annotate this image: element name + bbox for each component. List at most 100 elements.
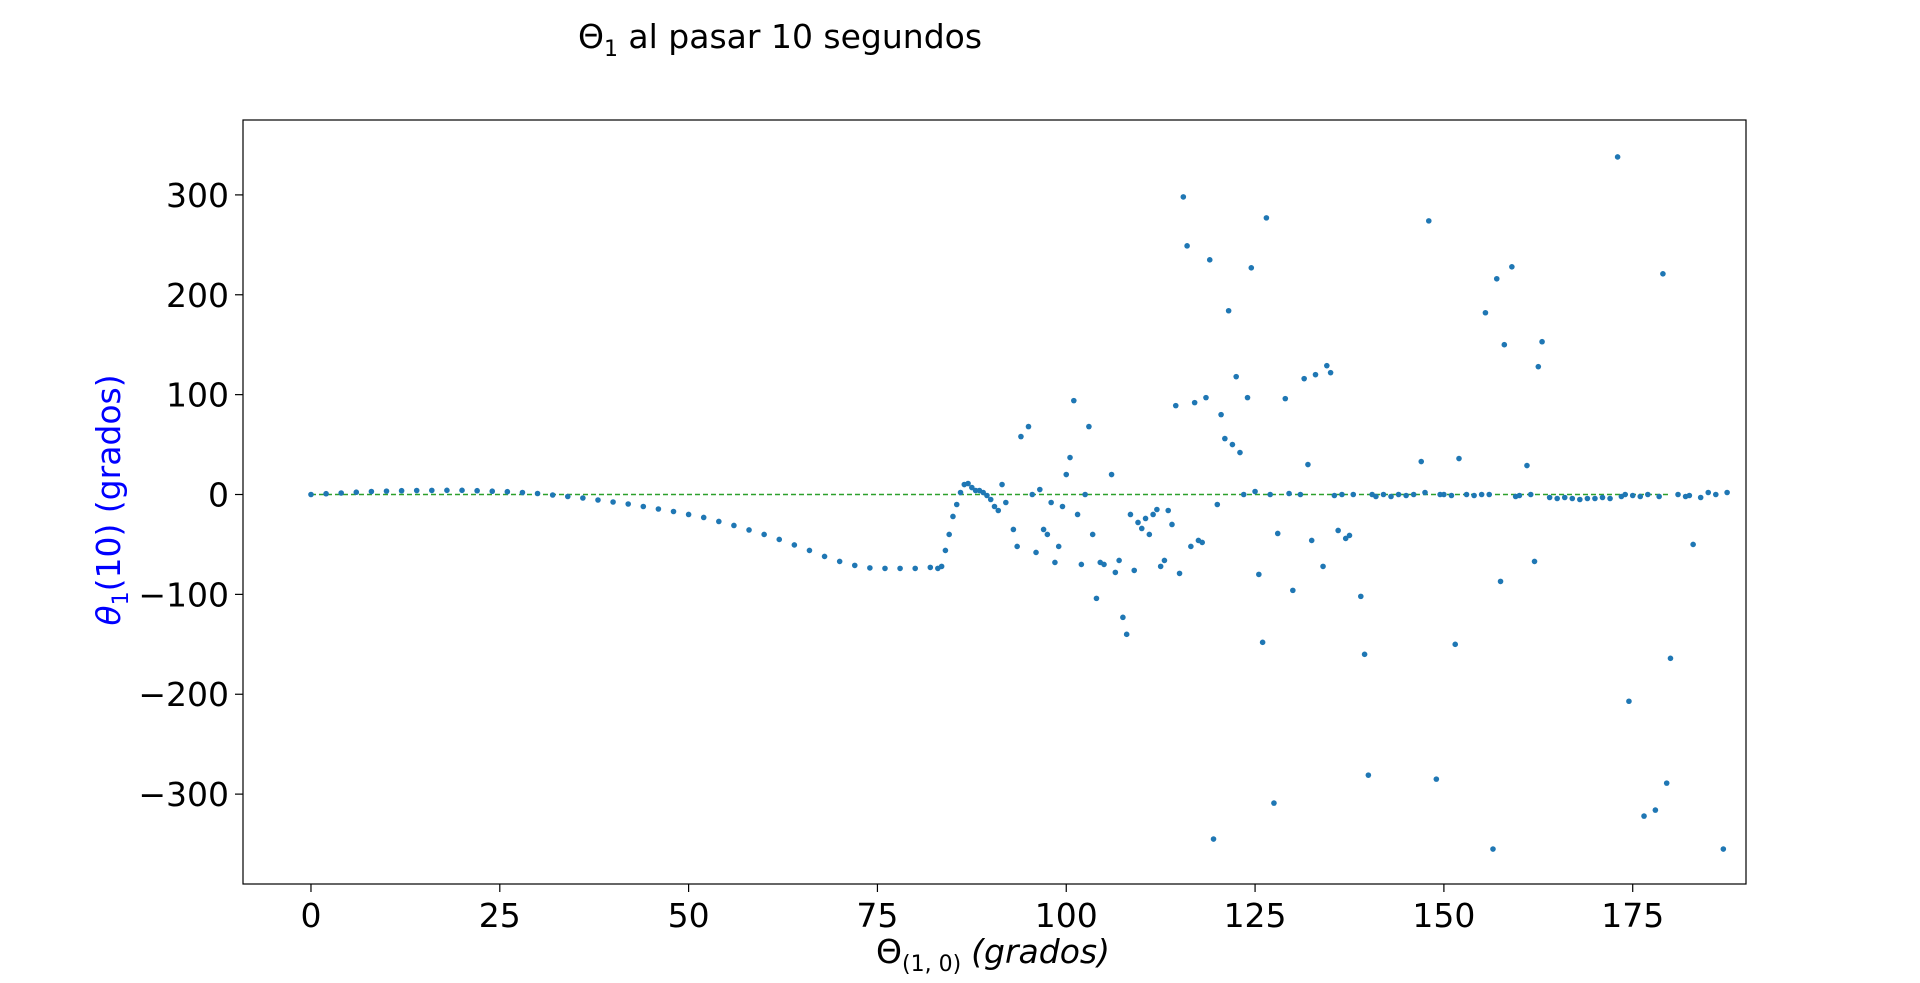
scatter-point [946,531,952,538]
scatter-point [429,487,435,494]
scatter-point [1490,846,1496,852]
scatter-point [1267,491,1273,498]
scatter-point [1561,494,1568,501]
x-axis-label: Θ(1, 0) (grados) [876,932,1110,977]
scatter-point [1539,338,1545,345]
scatter-point [1142,515,1149,522]
scatter-point [1422,489,1428,496]
scatter-point [1169,521,1175,528]
y-axis-label: θ1(10) (grados) [89,374,134,625]
scatter-point [1656,493,1662,500]
scatter-point [1584,495,1591,502]
scatter-point [1629,492,1636,499]
scatter-point [1010,526,1017,533]
scatter-point [1327,369,1334,376]
scatter-point [595,497,601,503]
scatter-point [984,492,990,499]
scatter-point [851,562,858,569]
scatter-point [1052,559,1058,566]
scatter-point [1044,531,1051,538]
scatter-point [1720,846,1727,852]
scatter-point [1252,488,1258,495]
scatter-point [1188,543,1194,550]
x-tick-label: 100 [1035,896,1098,935]
scatter-point [1040,526,1047,533]
scatter-point [1206,257,1213,263]
scatter-point [1350,491,1357,498]
scatter-point [610,499,616,505]
scatter-point [965,480,971,487]
scatter-point [1150,511,1156,518]
scatter-point [1626,698,1632,705]
scatter-point [731,522,737,529]
scatter-point [1607,495,1613,502]
scatter-point [1127,511,1134,518]
scatter-point [1112,569,1119,576]
scatter-point [1622,491,1628,498]
scatter-point [1320,563,1326,570]
scatter-point [1358,593,1364,600]
chart-title: Θ1 al pasar 10 segundos [578,17,982,62]
plot-frame [242,119,1747,885]
scatter-point [1071,397,1077,404]
data-points [308,154,1730,852]
scatter-point [969,484,975,491]
x-tick-label: 0 [300,896,321,935]
title-rest: al pasar 10 segundos [618,17,982,56]
scatter-point [776,536,783,543]
scatter-point [1218,411,1224,418]
scatter-point [1082,491,1088,498]
scatter-point [1199,539,1206,546]
scatter-point [991,503,998,510]
scatter-point [806,547,813,554]
scatter-point [504,488,511,495]
x-tick-label: 75 [856,896,898,935]
scatter-point [1373,493,1379,500]
scatter-point [957,489,964,496]
scatter-point [1290,587,1296,594]
scatter-point [353,489,360,496]
ylabel-sub: 1 [109,591,134,605]
scatter-point [1433,776,1440,782]
scatter-point [1403,492,1409,499]
scatter-point [1365,772,1372,778]
scatter-point [1486,491,1493,498]
y-axis: 300 200 100 0 −100 −200 −300 [138,176,243,814]
y-tick-label: −200 [138,675,229,714]
scatter-point [383,488,390,494]
scatter-point [1395,491,1402,498]
scatter-point [1312,371,1319,378]
scatter-point [867,565,873,571]
scatter-point [746,527,752,533]
scatter-point [338,490,344,496]
scatter-point [1599,494,1606,501]
scatter-point [1184,243,1190,249]
scatter-point [1244,394,1251,401]
scatter-point [1652,807,1659,813]
scatter-point [308,491,314,498]
scatter-point [953,501,960,508]
scatter-point [1154,506,1160,513]
scatter-point [1509,264,1515,270]
scatter-point [534,490,541,497]
scatter-point [1033,549,1039,556]
scatter-point [1203,394,1209,401]
scatter-point [398,487,405,494]
scatter-point [1690,541,1696,548]
scatter-point [1456,455,1462,462]
scatter-point [1025,423,1032,430]
scatter-point [1263,215,1270,221]
scatter-point [1524,462,1530,469]
scatter-point [761,531,767,538]
scatter-point [1342,535,1349,542]
scatter-point [1222,435,1228,442]
scatter-point [1724,489,1730,496]
scatter-point [791,542,798,548]
scatter-point [1286,490,1292,497]
scatter-point [1418,458,1425,465]
scatter-point [1675,491,1681,498]
title-main: Θ [578,17,604,56]
scatter-point [1478,491,1485,498]
scatter-point [1614,154,1621,160]
